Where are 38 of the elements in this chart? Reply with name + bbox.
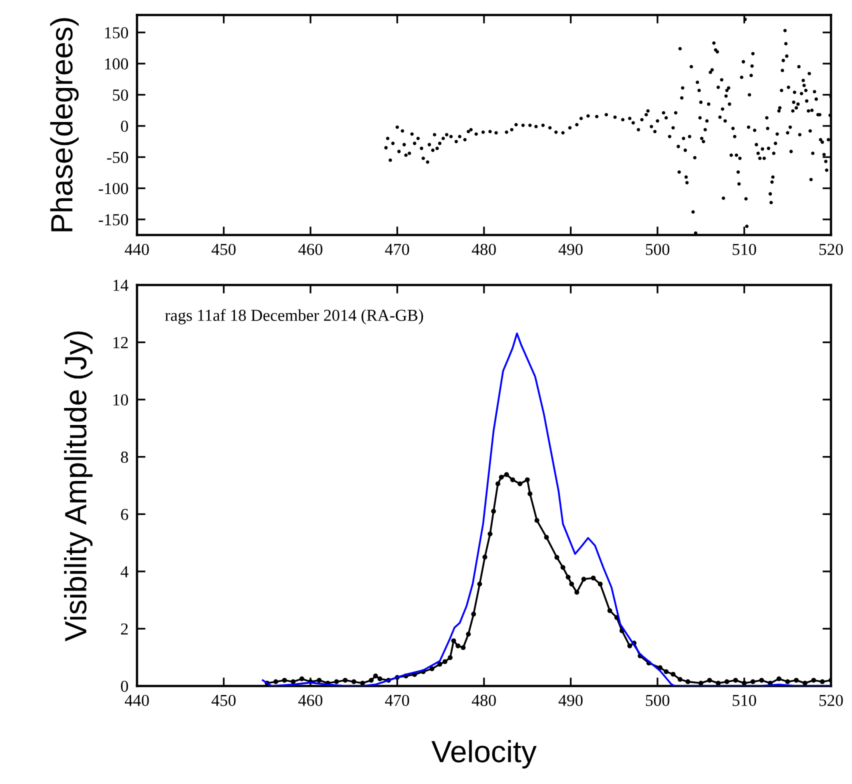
y-tick-label: 10	[113, 394, 128, 406]
y-tick-label: -50	[107, 152, 128, 164]
y-tick-label: -150	[98, 214, 128, 226]
y-tick-label: 150	[105, 27, 128, 38]
x-tick-label: 490	[558, 244, 583, 256]
y-tick-label: 12	[113, 337, 128, 348]
y-tick-label: -100	[98, 182, 128, 194]
x-tick-label: 510	[732, 694, 756, 706]
x-tick-label: 520	[819, 244, 843, 256]
y-tick-label: 2	[121, 623, 128, 634]
x-tick-label: 450	[212, 694, 236, 706]
y-tick-label: 4	[120, 566, 128, 578]
y-tick-label: 8	[120, 452, 128, 463]
y-axis-title: Phase(degrees)	[50, 18, 79, 232]
y-tick-label: 0	[120, 120, 128, 132]
x-tick-label: 440	[124, 694, 149, 706]
x-tick-label: 460	[298, 694, 322, 706]
x-tick-label: 490	[558, 694, 583, 706]
x-tick-label: 440	[124, 244, 149, 256]
y-tick-label: 0	[120, 680, 128, 692]
annotation: rags 11af 18 December 2014 (RA-GB)	[165, 309, 424, 324]
x-tick-label: 500	[646, 244, 670, 256]
y-tick-label: 100	[105, 58, 128, 70]
x-tick-label: 480	[472, 694, 496, 706]
x-tick-label: 470	[385, 694, 410, 706]
x-tick-label: 460	[298, 244, 322, 256]
line-series	[262, 332, 831, 686]
x-tick-label: 520	[819, 694, 843, 706]
y-tick-label: 14	[113, 280, 128, 291]
x-tick-label: 510	[732, 244, 756, 256]
x-tick-label: 470	[385, 244, 410, 256]
y-axis-title: Visibility Amplitude (Jy)	[64, 331, 93, 642]
x-tick-label: 500	[646, 694, 670, 706]
x-axis-title: Velocity	[431, 740, 537, 768]
x-tick-label: 450	[212, 244, 236, 256]
x-tick-label: 480	[472, 244, 496, 256]
y-tick-label: 6	[121, 508, 128, 520]
y-tick-label: 50	[112, 89, 128, 101]
